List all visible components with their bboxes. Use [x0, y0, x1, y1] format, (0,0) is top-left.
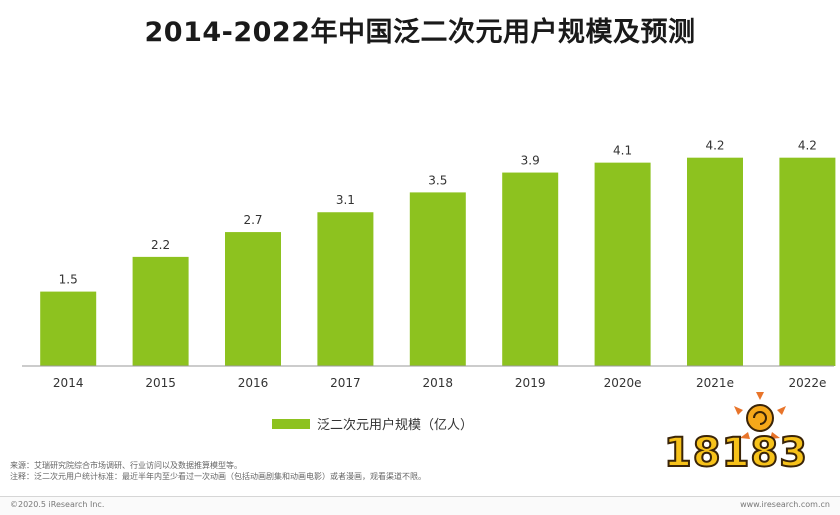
source-note: 来源：艾瑞研究院综合市场调研、行业访问以及数据推算模型等。: [10, 461, 242, 470]
bar-2016: [225, 232, 281, 366]
bar-2019: [502, 172, 559, 366]
x-tick-label-2019: 2019: [515, 376, 546, 390]
sun-icon: [734, 392, 786, 439]
data-label-2014: 1.5: [59, 273, 78, 287]
bar-2018: [409, 192, 466, 366]
x-tick-label-2014: 2014: [53, 376, 84, 390]
copyright-text: ©2020.5 iResearch Inc.: [10, 500, 105, 509]
x-tick-label-2018: 2018: [423, 376, 454, 390]
bars-layer: [40, 157, 836, 366]
chart-title: 2014-2022年中国泛二次元用户规模及预测: [144, 17, 696, 48]
bar-2021e: [687, 157, 743, 366]
data-label-2017: 3.1: [336, 193, 355, 207]
data-label-2022e: 4.2: [798, 139, 817, 153]
x-tick-label-2016: 2016: [238, 376, 269, 390]
bar-2017: [317, 212, 374, 366]
data-label-2021e: 4.2: [705, 139, 724, 153]
x-tick-label-2020e: 2020e: [604, 376, 642, 390]
labels-layer: 1.5 2014 2.2 2015 2.7 2016 3.1 2017 3.5 2018 3.9 20…: [53, 139, 826, 390]
legend-swatch: [272, 418, 310, 429]
bar-2022e: [779, 157, 836, 366]
x-tick-label-2022e: 2022e: [788, 376, 826, 390]
data-label-2015: 2.2: [151, 238, 170, 252]
footnotes: 来源：艾瑞研究院综合市场调研、行业访问以及数据推算模型等。 注释：泛二次元用户统…: [10, 460, 650, 482]
bar-2020e: [594, 162, 651, 366]
watermark-logo: 18183: [652, 388, 820, 488]
data-label-2018: 3.5: [428, 173, 447, 187]
legend-label: 泛二次元用户规模（亿人）: [317, 418, 474, 433]
x-tick-label-2017: 2017: [330, 376, 361, 390]
footer-bar: ©2020.5 iResearch Inc. www.iresearch.com…: [0, 496, 840, 515]
data-label-2020e: 4.1: [613, 144, 632, 158]
data-label-2016: 2.7: [243, 213, 262, 227]
legend: 泛二次元用户规模（亿人）: [272, 414, 473, 433]
bar-2014: [40, 291, 97, 366]
site-url-text: www.iresearch.com.cn: [740, 500, 830, 509]
data-label-2019: 3.9: [521, 154, 540, 168]
x-tick-label-2021e: 2021e: [696, 376, 734, 390]
annotation-note: 注释：泛二次元用户统计标准：最近半年内至少看过一次动画（包括动画剧集和动画电影）…: [10, 472, 426, 481]
x-tick-label-2015: 2015: [145, 376, 176, 390]
bar-2015: [132, 256, 189, 366]
watermark-text: 18183: [663, 429, 809, 477]
